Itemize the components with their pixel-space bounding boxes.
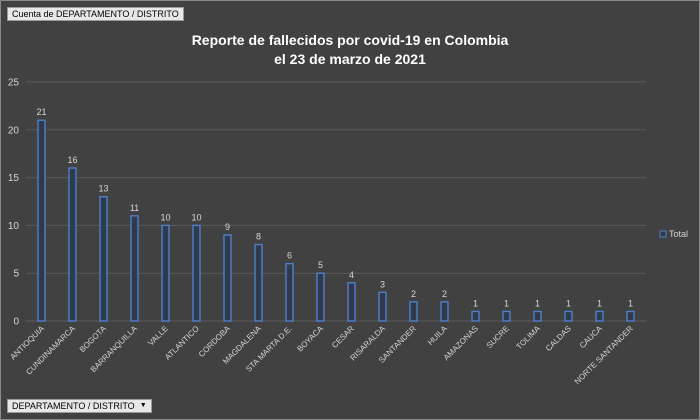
- dropdown-arrow-icon[interactable]: ▼: [139, 402, 147, 409]
- data-label: 5: [318, 260, 323, 270]
- bar: [285, 262, 294, 322]
- y-tick-label: 25: [8, 78, 20, 89]
- y-tick-label: 20: [8, 125, 20, 136]
- x-tick-label: SUCRE: [485, 324, 511, 350]
- data-label: 2: [411, 289, 416, 299]
- y-tick-label: 15: [8, 173, 20, 184]
- y-tick-label: 10: [8, 221, 20, 232]
- x-tick-label: VALLE: [146, 324, 170, 348]
- data-label: 4: [349, 270, 354, 280]
- x-tick-label: CALDAS: [544, 324, 573, 353]
- x-tick-label: BOGOTA: [78, 324, 109, 355]
- y-axis: 0 5 10 15 20 25: [8, 78, 20, 328]
- bar: [502, 310, 511, 322]
- legend-swatch: [659, 230, 667, 238]
- axis-field-label: DEPARTAMENTO / DISTRITO: [12, 401, 135, 411]
- bar: [440, 301, 449, 322]
- bar: [99, 196, 108, 322]
- data-label: 1: [628, 298, 633, 308]
- x-tick-label: TOLIMA: [515, 324, 543, 352]
- bar: [254, 243, 263, 322]
- data-label: 6: [287, 251, 292, 261]
- values-field-button[interactable]: Cuenta de DEPARTAMENTO / DISTRITO: [7, 7, 184, 21]
- chart-title-line-2: el 23 de marzo de 2021: [274, 51, 426, 67]
- bar: [533, 310, 542, 322]
- data-label: 10: [191, 212, 201, 222]
- bar: [68, 167, 77, 322]
- x-tick-label: HUILA: [426, 324, 449, 347]
- data-label: 1: [597, 298, 602, 308]
- data-label: 1: [535, 298, 540, 308]
- x-tick-label: CAUCA: [578, 324, 605, 351]
- data-label: 21: [36, 107, 46, 117]
- legend: Total: [659, 229, 688, 239]
- data-label: 10: [160, 212, 170, 222]
- bar: [471, 310, 480, 322]
- bar: [192, 224, 201, 322]
- data-label: 3: [380, 279, 385, 289]
- bar: [409, 301, 418, 322]
- bar: [130, 215, 139, 322]
- data-label: 9: [225, 222, 230, 232]
- bar: [223, 234, 232, 322]
- data-label: 11: [130, 203, 139, 213]
- data-label: 1: [504, 298, 509, 308]
- bar: [564, 310, 573, 322]
- axis-field-button[interactable]: DEPARTAMENTO / DISTRITO ▼: [7, 399, 152, 413]
- data-label: 8: [256, 232, 261, 242]
- legend-label: Total: [669, 229, 688, 239]
- bar: [316, 272, 325, 322]
- x-tick-label: CESAR: [330, 324, 356, 350]
- bar: [161, 224, 170, 322]
- data-label: 1: [566, 298, 571, 308]
- y-tick-label: 5: [13, 269, 19, 280]
- data-label: 2: [442, 289, 447, 299]
- data-label: 16: [67, 155, 77, 165]
- bar: [37, 119, 46, 322]
- bar: [626, 310, 635, 322]
- bar: [378, 291, 387, 322]
- x-tick-label: NORTE SANTANDER: [573, 324, 635, 386]
- y-tick-label: 0: [13, 317, 19, 328]
- data-label: 13: [98, 184, 108, 194]
- x-tick-label: BOYACA: [295, 324, 325, 354]
- data-label: 1: [473, 298, 478, 308]
- bar: [347, 282, 356, 322]
- bar: [595, 310, 604, 322]
- gridlines: [26, 81, 646, 322]
- bars: [37, 119, 635, 322]
- chart-title-line-1: Reporte de fallecidos por covid-19 en Co…: [192, 32, 509, 48]
